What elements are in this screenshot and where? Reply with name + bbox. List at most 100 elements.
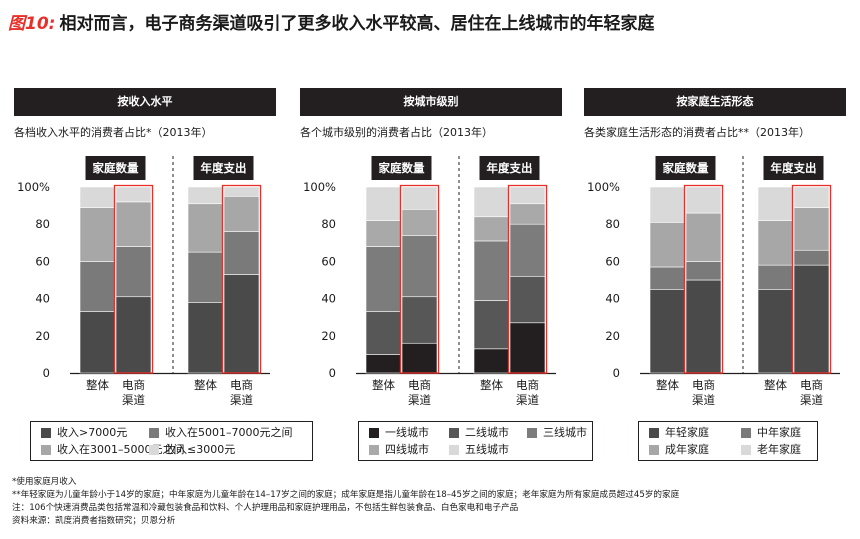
legend-swatch (149, 428, 159, 438)
bar-segment (187, 251, 224, 303)
legend-label: 年轻家庭 (665, 426, 709, 439)
bar-segment (685, 261, 722, 281)
bar-segment (187, 203, 224, 253)
legend-swatch (369, 445, 379, 455)
group-label: 家庭数量 (93, 161, 139, 175)
bar-segment (473, 348, 510, 374)
x-tick-label: 整体 (194, 378, 217, 392)
figure-title-text: 相对而言，电子商务渠道吸引了更多收入水平较高、居住在上线城市的年轻家庭 (59, 14, 655, 34)
y-tick-label: 20 (35, 329, 50, 343)
legend-2: 年轻家庭 中年家庭 成年家庭 老年家庭 (638, 421, 818, 461)
x-tick-label: 整体 (86, 378, 109, 392)
legend-item: 五线城市 (449, 444, 509, 456)
legend-item: 收入在5001–7000元之间 (149, 427, 293, 439)
bar-segment (79, 207, 116, 262)
legend-label: 二线城市 (465, 426, 509, 439)
bar-segment (223, 196, 260, 232)
bar-segment (223, 186, 260, 197)
bar-segment (793, 186, 830, 208)
legend-swatch (649, 445, 659, 455)
group-label: 家庭数量 (663, 161, 709, 175)
bar-segment (473, 186, 510, 218)
legend-item: 年轻家庭 (649, 427, 709, 439)
legend-label: 收入在5001–7000元之间 (165, 426, 293, 439)
footnotes: *使用家庭月收入 **年轻家庭为儿童年龄小于14岁的家庭；中年家庭为儿童年龄在1… (12, 476, 679, 528)
group-label-box (371, 156, 432, 180)
bar-segment (187, 186, 224, 205)
bar-segment (793, 264, 830, 374)
bar-segment (757, 288, 794, 374)
group-label-box (479, 156, 540, 180)
bar-highlight-outline (399, 184, 440, 374)
legend-label: 收入>7000元 (57, 426, 128, 439)
x-tick-label: 电商渠道 (408, 378, 431, 407)
bar-segment (473, 216, 510, 242)
legend-item: 一线城市 (369, 427, 429, 439)
legend-item: 收入≤3000元 (149, 444, 235, 456)
bar-highlight-outline (221, 184, 262, 374)
bar-segment (115, 296, 152, 374)
bar-segment (649, 288, 686, 374)
x-tick-label: 整体 (764, 378, 787, 392)
group-label: 家庭数量 (379, 161, 425, 175)
y-tick-label: 100% (17, 180, 50, 194)
bar-segment (473, 300, 510, 350)
bar-segment (473, 240, 510, 301)
bar-segment (649, 222, 686, 268)
x-tick-label: 整体 (372, 378, 395, 392)
legend-label: 四线城市 (385, 443, 429, 456)
group-label-box (193, 156, 254, 180)
bar-segment (757, 264, 794, 290)
y-tick-label: 60 (35, 254, 50, 268)
y-tick-label: 0 (43, 366, 50, 380)
x-tick-label: 整体 (656, 378, 679, 392)
legend-swatch (449, 428, 459, 438)
y-tick-label: 40 (35, 292, 50, 306)
y-tick-label: 0 (329, 366, 336, 380)
x-tick-label: 电商渠道 (516, 378, 539, 407)
footnote-source: 资料来源：凯度消费者指数研究；贝恩分析 (12, 516, 176, 526)
panel-banner-city: 按城市级别 (300, 88, 562, 116)
y-tick-label: 20 (321, 329, 336, 343)
bar-segment (79, 186, 116, 208)
bar-segment (79, 311, 116, 374)
bar-segment (509, 203, 546, 225)
bar-highlight-outline (113, 184, 154, 374)
legend-item: 老年家庭 (741, 444, 801, 456)
legend-item: 二线城市 (449, 427, 509, 439)
legend-1: 一线城市 二线城市 三线城市四线城市 五线城市 (358, 421, 593, 461)
bar-segment (509, 186, 546, 205)
y-tick-label: 100% (303, 180, 336, 194)
y-tick-label: 60 (321, 254, 336, 268)
bar-segment (401, 296, 438, 344)
panel-subtitle-income: 各档收入水平的消费者占比*（2013年） (14, 126, 213, 139)
group-label: 年度支出 (201, 161, 247, 175)
y-tick-label: 80 (605, 217, 620, 231)
legend-swatch (449, 445, 459, 455)
legend-swatch (149, 445, 159, 455)
bar-segment (365, 311, 402, 355)
bar-segment (649, 266, 686, 290)
bar-segment (223, 274, 260, 374)
footnote-lifestyle: **年轻家庭为儿童年龄小于14岁的家庭；中年家庭为儿童年龄在14–17岁之间的家… (12, 490, 680, 500)
bar-segment (365, 220, 402, 247)
y-tick-label: 60 (605, 254, 620, 268)
bar-segment (187, 302, 224, 374)
legend-swatch (41, 445, 51, 455)
bar-segment (115, 201, 152, 247)
legend-label: 成年家庭 (665, 443, 709, 456)
bar-segment (685, 279, 722, 374)
footnote-income: *使用家庭月收入 (12, 477, 77, 487)
legend-item: 三线城市 (527, 427, 587, 439)
bar-segment (649, 186, 686, 223)
bar-segment (79, 261, 116, 312)
figure-title: 图10: 相对而言，电子商务渠道吸引了更多收入水平较高、居住在上线城市的年轻家庭 (8, 9, 654, 34)
y-tick-label: 80 (35, 217, 50, 231)
bar-segment (793, 207, 830, 251)
legend-label: 收入≤3000元 (165, 443, 236, 456)
bar-segment (115, 186, 152, 203)
legend-item: 成年家庭 (649, 444, 709, 456)
